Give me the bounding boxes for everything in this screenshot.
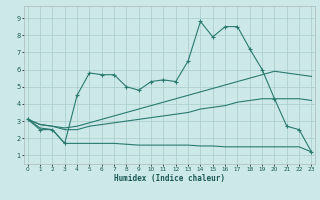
X-axis label: Humidex (Indice chaleur): Humidex (Indice chaleur) [114,174,225,183]
